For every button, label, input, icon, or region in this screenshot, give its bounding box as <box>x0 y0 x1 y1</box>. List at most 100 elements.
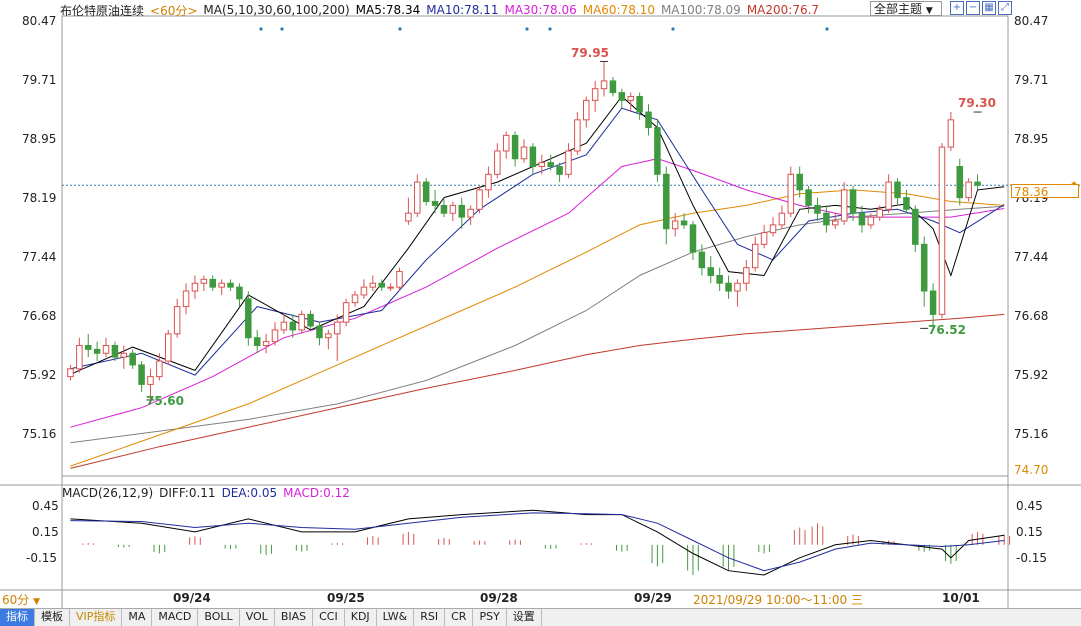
indicator-tab[interactable]: KDJ <box>345 609 377 626</box>
ma5-value: MA5:78.34 <box>355 3 421 17</box>
macd-right-tick-label: -0.15 <box>1016 550 1048 565</box>
macd-right-tick-label: 0.45 <box>1016 498 1043 513</box>
candle <box>734 282 741 292</box>
candle <box>565 150 572 175</box>
candle <box>165 333 172 362</box>
event-marker <box>280 27 284 31</box>
indicator-tab[interactable]: RSI <box>414 609 446 626</box>
high-label: 79.95 <box>571 46 609 60</box>
indicator-tab-bar: 指标 模板 VIP指标 MA MACD BOLL VOL BIAS CCI KDJ LW& RSI CR… <box>0 608 1081 626</box>
candle <box>894 181 901 199</box>
ma200-line <box>70 313 1005 469</box>
candle <box>582 99 590 121</box>
candle <box>858 212 866 226</box>
macd-left-tick-label: 0.15 <box>32 524 59 539</box>
candle <box>636 95 643 113</box>
indicator-tab[interactable]: 指标 <box>0 609 35 626</box>
candle <box>849 189 857 214</box>
candle <box>920 243 928 292</box>
candle <box>680 220 688 226</box>
low-label: 75.60 <box>146 394 184 408</box>
candle <box>502 134 510 152</box>
macd-value: MACD:0.12 <box>283 486 350 500</box>
candle <box>600 80 608 90</box>
price-left-tick-label: 75.16 <box>22 427 57 442</box>
candle <box>947 119 955 148</box>
fullscreen-icon[interactable]: ⤢ <box>998 1 1012 15</box>
candle <box>832 220 839 226</box>
crosshair-time: 2021/09/29 10:00～11:00 三 <box>693 593 863 607</box>
event-marker <box>525 27 529 31</box>
period-selector[interactable]: 60分 ▼ <box>2 591 40 608</box>
indicator-tab[interactable]: MACD <box>152 609 199 626</box>
candle <box>725 282 732 292</box>
candle <box>929 290 937 315</box>
candle <box>912 208 919 245</box>
indicator-tab[interactable]: CCI <box>313 609 345 626</box>
indicator-tab[interactable]: BOLL <box>198 609 240 626</box>
macd-params[interactable]: MACD(26,12,9) <box>62 486 154 500</box>
candle <box>485 173 492 191</box>
candle <box>903 197 910 210</box>
macd-right-tick-label: 0.15 <box>1016 524 1043 539</box>
indicator-tab[interactable]: VIP指标 <box>70 609 123 626</box>
indicator-tab[interactable]: PSY <box>473 609 507 626</box>
event-marker <box>825 27 829 31</box>
candle <box>547 162 554 168</box>
grid-layout-icon[interactable]: ▦ <box>982 1 996 15</box>
candle <box>431 201 439 206</box>
ma60-value: MA60:78.10 <box>582 3 655 17</box>
event-marker <box>548 27 552 31</box>
candle <box>111 344 119 358</box>
price-right-tick-label: 79.71 <box>1014 73 1049 88</box>
candle <box>307 313 314 327</box>
candle <box>805 189 812 206</box>
candle <box>236 286 243 300</box>
candle <box>414 181 421 214</box>
price-right-tick-label: 77.44 <box>1014 249 1049 264</box>
price-right-tick-label: 78.95 <box>1014 132 1049 147</box>
chart-legend: 布伦特原油连续 <60分> MA(5,10,30,60,100,200) MA5… <box>60 2 819 18</box>
period-tag: <60分> <box>150 3 198 18</box>
candle <box>938 146 946 315</box>
candle <box>885 181 892 210</box>
indicator-tab[interactable]: VOL <box>240 609 275 626</box>
candle <box>840 189 848 222</box>
candle <box>618 92 626 101</box>
indicator-tab[interactable]: BIAS <box>275 609 314 626</box>
price-right-tick-label: 76.68 <box>1014 308 1049 323</box>
theme-dropdown[interactable]: 全部主题 ▼ <box>870 1 942 16</box>
ma100-value: MA100:78.09 <box>660 3 741 17</box>
candle <box>520 146 528 160</box>
candle <box>262 341 270 346</box>
high-label: 79.30 <box>958 96 996 110</box>
zoom-out-icon[interactable]: − <box>966 1 980 15</box>
price-right-tick-label: 75.16 <box>1014 427 1049 442</box>
event-marker <box>671 27 675 31</box>
zoom-in-icon[interactable]: + <box>950 1 964 15</box>
indicator-tab[interactable]: LW& <box>377 609 415 626</box>
candle <box>476 189 483 210</box>
candle <box>280 321 288 331</box>
candle <box>76 344 83 370</box>
chevron-down-icon: ▼ <box>33 597 41 607</box>
dea-line <box>70 512 1005 572</box>
indicator-tab[interactable]: 模板 <box>35 609 70 626</box>
indicator-tab[interactable]: 设置 <box>507 609 542 626</box>
candle <box>440 204 448 214</box>
ma-settings-label[interactable]: MA(5,10,30,60,100,200) <box>203 3 350 17</box>
candle <box>627 95 634 101</box>
indicator-tab[interactable]: MA <box>122 609 153 626</box>
theme-dropdown-label: 全部主题 <box>874 2 923 16</box>
candle <box>147 376 154 385</box>
price-right-tick-label: 80.47 <box>1014 14 1049 28</box>
candle <box>387 286 394 289</box>
candle <box>494 150 501 175</box>
candle <box>467 208 474 218</box>
candle <box>654 127 661 175</box>
candle <box>405 212 412 222</box>
indicator-tab[interactable]: CR <box>445 609 474 626</box>
candle <box>698 251 706 269</box>
candle <box>271 329 279 343</box>
